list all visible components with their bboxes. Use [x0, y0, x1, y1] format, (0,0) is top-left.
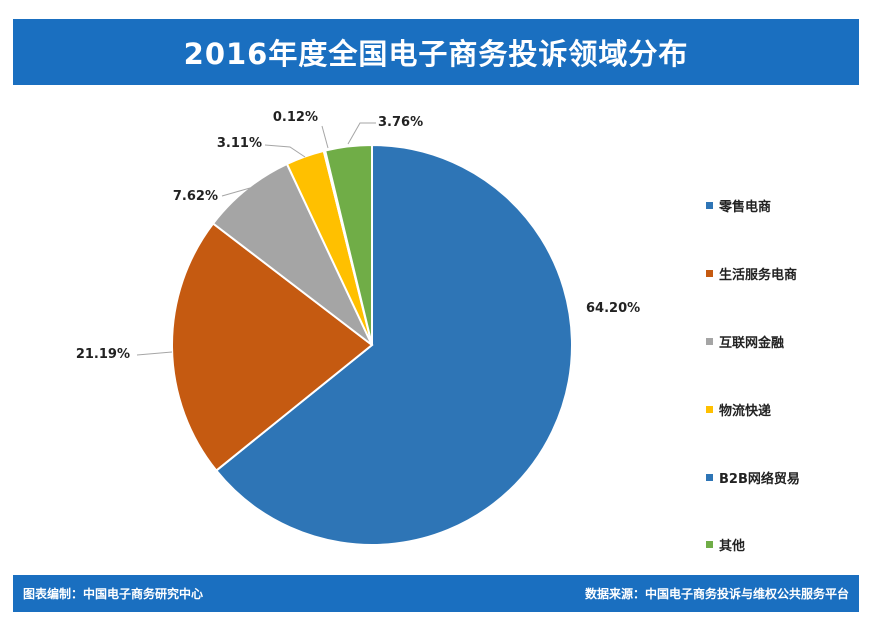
- legend-swatch: [706, 202, 713, 210]
- legend-label: 生活服务电商: [719, 268, 798, 284]
- data-label-3: 7.62%: [173, 189, 218, 204]
- legend-swatch: [706, 270, 713, 278]
- leader-line-6: [347, 122, 376, 145]
- chart-title: 2016年度全国电子商务投诉领域分布: [183, 37, 689, 71]
- chart-title-banner: 2016年度全国电子商务投诉领域分布: [13, 19, 859, 85]
- legend-label: 零售电商: [719, 200, 772, 216]
- footer-banner: 图表编制：中国电子商务研究中心 数据来源：中国电子商务投诉与维权公共服务平台: [13, 575, 859, 612]
- footer-source: 数据来源：中国电子商务投诉与维权公共服务平台: [584, 587, 849, 601]
- legend-label: 互联网金融: [719, 335, 785, 351]
- legend-item-1: 零售电商: [706, 172, 856, 240]
- legend-item-2: 生活服务电商: [706, 240, 856, 308]
- pie-slice-6: [323, 143, 373, 346]
- pie-slice-2: [171, 222, 374, 472]
- leader-line-2: [136, 351, 173, 356]
- data-label-4: 3.11%: [217, 136, 262, 151]
- data-label-6: 3.76%: [378, 115, 423, 130]
- legend-label: 其他: [719, 539, 746, 555]
- pie-slice-1: [214, 143, 573, 546]
- legend-swatch: [706, 541, 713, 549]
- legend-swatch: [706, 473, 713, 481]
- footer-credit: 图表编制：中国电子商务研究中心: [23, 587, 204, 601]
- legend-item-3: 互联网金融: [706, 308, 856, 376]
- leader-line-4: [264, 144, 306, 158]
- legend-item-4: 物流快递: [706, 375, 856, 443]
- data-label-1: 64.20%: [586, 301, 640, 316]
- leader-line-3: [221, 187, 251, 197]
- legend-item-6: 其他: [706, 511, 856, 579]
- legend-item-5: B2B网络贸易: [706, 443, 856, 511]
- data-label-2: 21.19%: [76, 347, 130, 362]
- leader-line-5: [321, 125, 329, 149]
- data-label-5: 0.12%: [273, 110, 318, 125]
- legend-swatch: [706, 405, 713, 413]
- legend: 零售电商生活服务电商 互联网金融物流快递 B2B网络贸易 其他: [706, 172, 856, 579]
- legend-swatch: [706, 337, 713, 345]
- legend-label: 物流快递: [719, 403, 772, 419]
- legend-label: B2B网络贸易: [719, 471, 800, 487]
